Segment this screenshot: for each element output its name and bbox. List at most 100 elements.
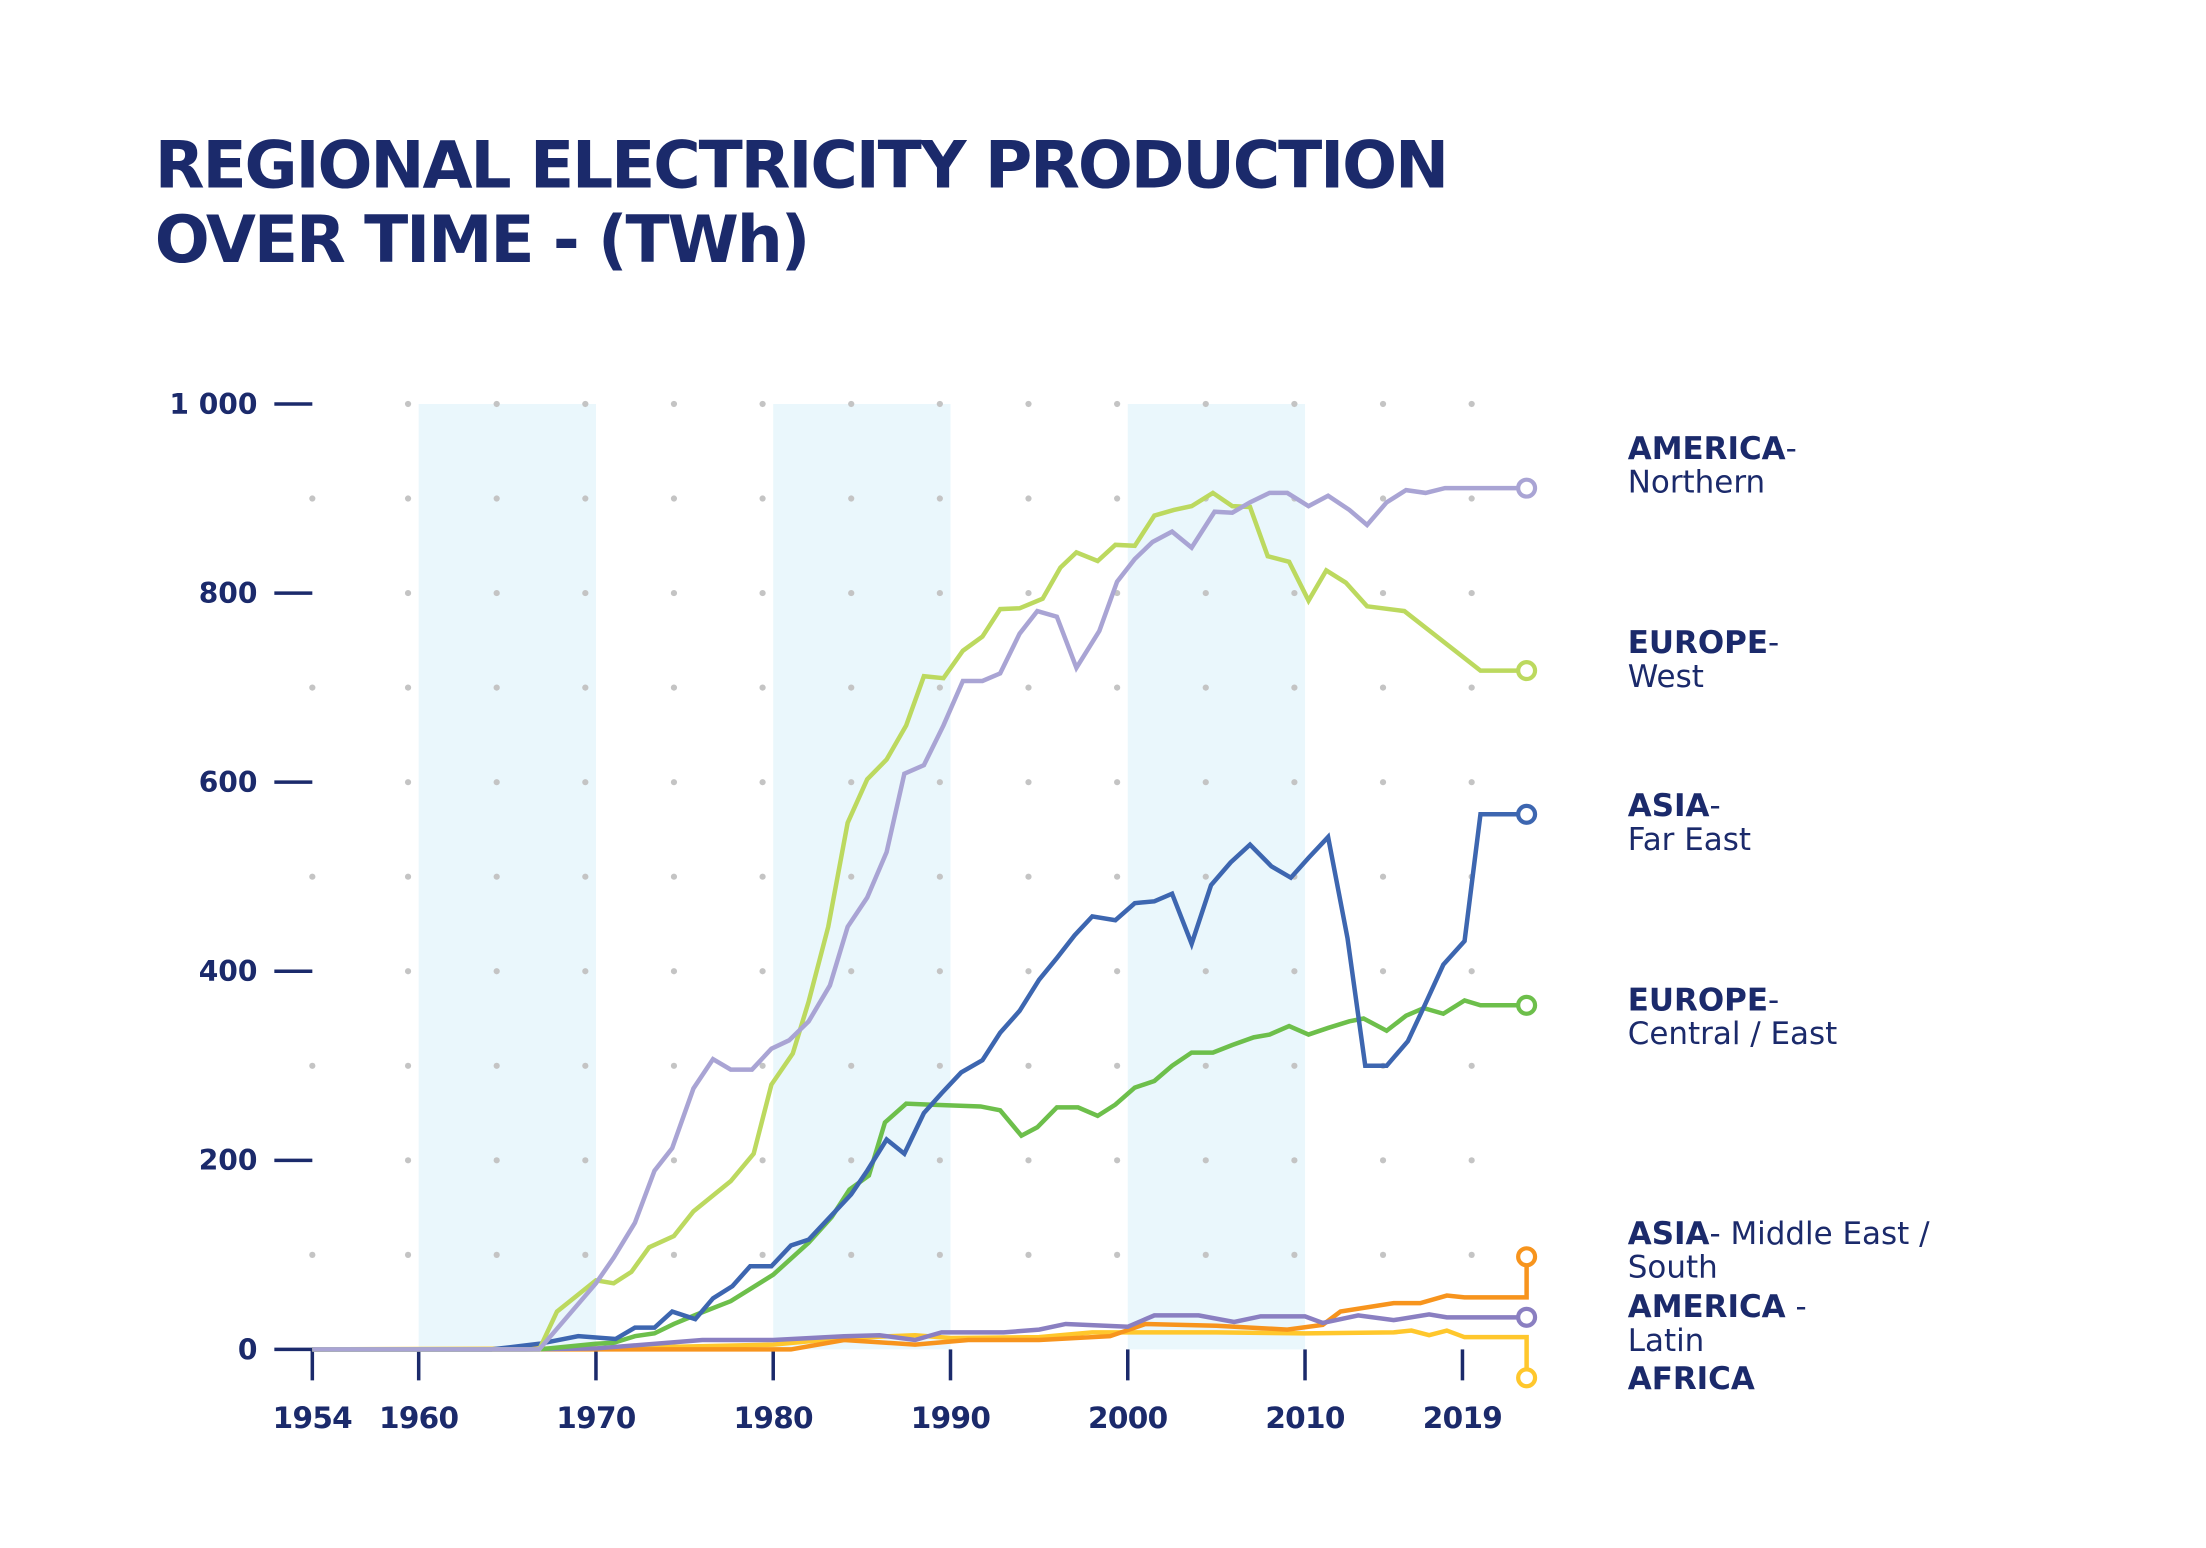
- grid-dot: [1468, 684, 1475, 691]
- grid-dot: [1379, 400, 1387, 408]
- grid-dot: [848, 400, 855, 408]
- grid-dot: [759, 400, 766, 408]
- legend-label-line1: AMERICA-: [1628, 431, 1797, 467]
- shaded-decade-bands: [418, 403, 1306, 1350]
- x-tick-label: 1980: [734, 1401, 814, 1435]
- grid-dot: [848, 968, 855, 975]
- legend-label-rest: - Middle East /: [1709, 1216, 1930, 1252]
- grid-dot: [309, 1062, 316, 1069]
- grid-dot: [1468, 1062, 1475, 1069]
- y-tick-label: 1 000: [169, 388, 257, 421]
- grid-dot: [1025, 1062, 1032, 1069]
- legend-label-line2: Central / East: [1628, 1016, 1838, 1052]
- grid-dot: [759, 1251, 766, 1258]
- legend-item: AFRICA: [1628, 1361, 1755, 1397]
- grid-dot: [1202, 684, 1209, 691]
- grid-dot: [1114, 495, 1121, 502]
- series-line-america-latin: [312, 1312, 1527, 1352]
- grid-dot: [309, 495, 316, 502]
- grid-dot: [582, 1251, 589, 1258]
- grid-dot: [670, 1157, 678, 1164]
- grid-dot: [670, 873, 678, 880]
- legend-item: AMERICA -Latin: [1628, 1289, 1807, 1359]
- x-tick-label: 2010: [1265, 1401, 1345, 1435]
- grid-dot: [759, 968, 766, 975]
- legend-label-bold: AMERICA: [1628, 431, 1786, 467]
- grid-dot: [936, 779, 943, 786]
- chart-title: REGIONAL ELECTRICITY PRODUCTION OVER TIM…: [155, 128, 1449, 278]
- grid-dot: [493, 1251, 500, 1258]
- grid-dot: [404, 495, 412, 502]
- legend-label-line2: Far East: [1628, 822, 1751, 858]
- grid-dot: [309, 684, 316, 691]
- x-tick-label: 1970: [556, 1401, 636, 1435]
- grid-dot: [1379, 684, 1387, 691]
- grid-dot: [670, 968, 678, 975]
- series-line-america-northern: [312, 485, 1527, 1352]
- grid-dot: [493, 1157, 500, 1164]
- grid-dot: [1025, 589, 1032, 597]
- grid-dot: [759, 495, 766, 502]
- grid-dot: [936, 1157, 943, 1164]
- grid-dot: [1291, 400, 1298, 408]
- legend-label-bold: ASIA: [1628, 1216, 1710, 1252]
- grid-dot: [936, 1251, 943, 1258]
- x-tick-label: 2019: [1423, 1401, 1502, 1435]
- end-marker: [1516, 660, 1538, 682]
- legend-label-bold: ASIA: [1628, 788, 1710, 824]
- y-tick-label: 0: [238, 1333, 258, 1366]
- grid-dot: [936, 589, 943, 597]
- grid-dot: [1114, 1062, 1121, 1069]
- grid-dot: [1025, 968, 1032, 975]
- grid-dot: [1202, 1062, 1209, 1069]
- grid-dot: [936, 968, 943, 975]
- grid-dot: [1114, 968, 1121, 975]
- grid-dot: [1202, 400, 1209, 408]
- grid-dot: [1468, 1157, 1475, 1164]
- y-tick-label: 800: [199, 577, 258, 610]
- grid-dot: [848, 779, 855, 786]
- grid-dot: [936, 684, 943, 691]
- grid-dot: [670, 1062, 678, 1069]
- grid-dot: [759, 684, 766, 691]
- grid-dot: [1114, 1157, 1121, 1164]
- legend-label-rest: -: [1709, 788, 1720, 824]
- grid-dot: [670, 400, 678, 408]
- legend-label-bold: EUROPE: [1628, 625, 1768, 661]
- grid-dot: [1379, 495, 1387, 502]
- grid-dot: [1379, 968, 1387, 975]
- grid-dot: [493, 684, 500, 691]
- grid-dot: [1291, 1062, 1298, 1069]
- grid-dot: [936, 400, 943, 408]
- grid-dot: [1468, 1251, 1475, 1258]
- grid-dot: [1291, 589, 1298, 597]
- end-marker: [1516, 994, 1538, 1016]
- grid-dot: [759, 589, 766, 597]
- legend-label-line2: South: [1628, 1250, 1718, 1286]
- grid-dot: [1202, 589, 1209, 597]
- grid-dot: [309, 873, 316, 880]
- legend-label-line2: Latin: [1628, 1323, 1705, 1359]
- grid-dot: [1468, 779, 1475, 786]
- grid-dot: [309, 1251, 316, 1258]
- grid-dot: [582, 400, 589, 408]
- grid-dot: [1379, 1251, 1387, 1258]
- series-line-europe-central-east: [312, 998, 1527, 1352]
- title-line-2: OVER TIME - (TWh): [155, 203, 808, 278]
- series-line-europe-west: [312, 490, 1527, 1352]
- grid-dot: [848, 684, 855, 691]
- shaded-band: [418, 403, 596, 1350]
- legend-label-line2: Northern: [1628, 465, 1765, 501]
- grid-dot: [1202, 873, 1209, 880]
- title-line-1: REGIONAL ELECTRICITY PRODUCTION: [155, 128, 1447, 203]
- grid-dot: [1468, 400, 1475, 408]
- grid-dot: [759, 1062, 766, 1069]
- legend-label-rest: -: [1786, 431, 1797, 467]
- grid-dot: [759, 873, 766, 880]
- legend-item: AMERICA-Northern: [1628, 431, 1797, 501]
- grid-dot: [404, 1157, 412, 1164]
- legend-label-line1: EUROPE-: [1628, 982, 1779, 1018]
- legend-label-line2: West: [1628, 659, 1704, 695]
- grid-dot: [582, 495, 589, 502]
- grid-dots: [309, 400, 1475, 1258]
